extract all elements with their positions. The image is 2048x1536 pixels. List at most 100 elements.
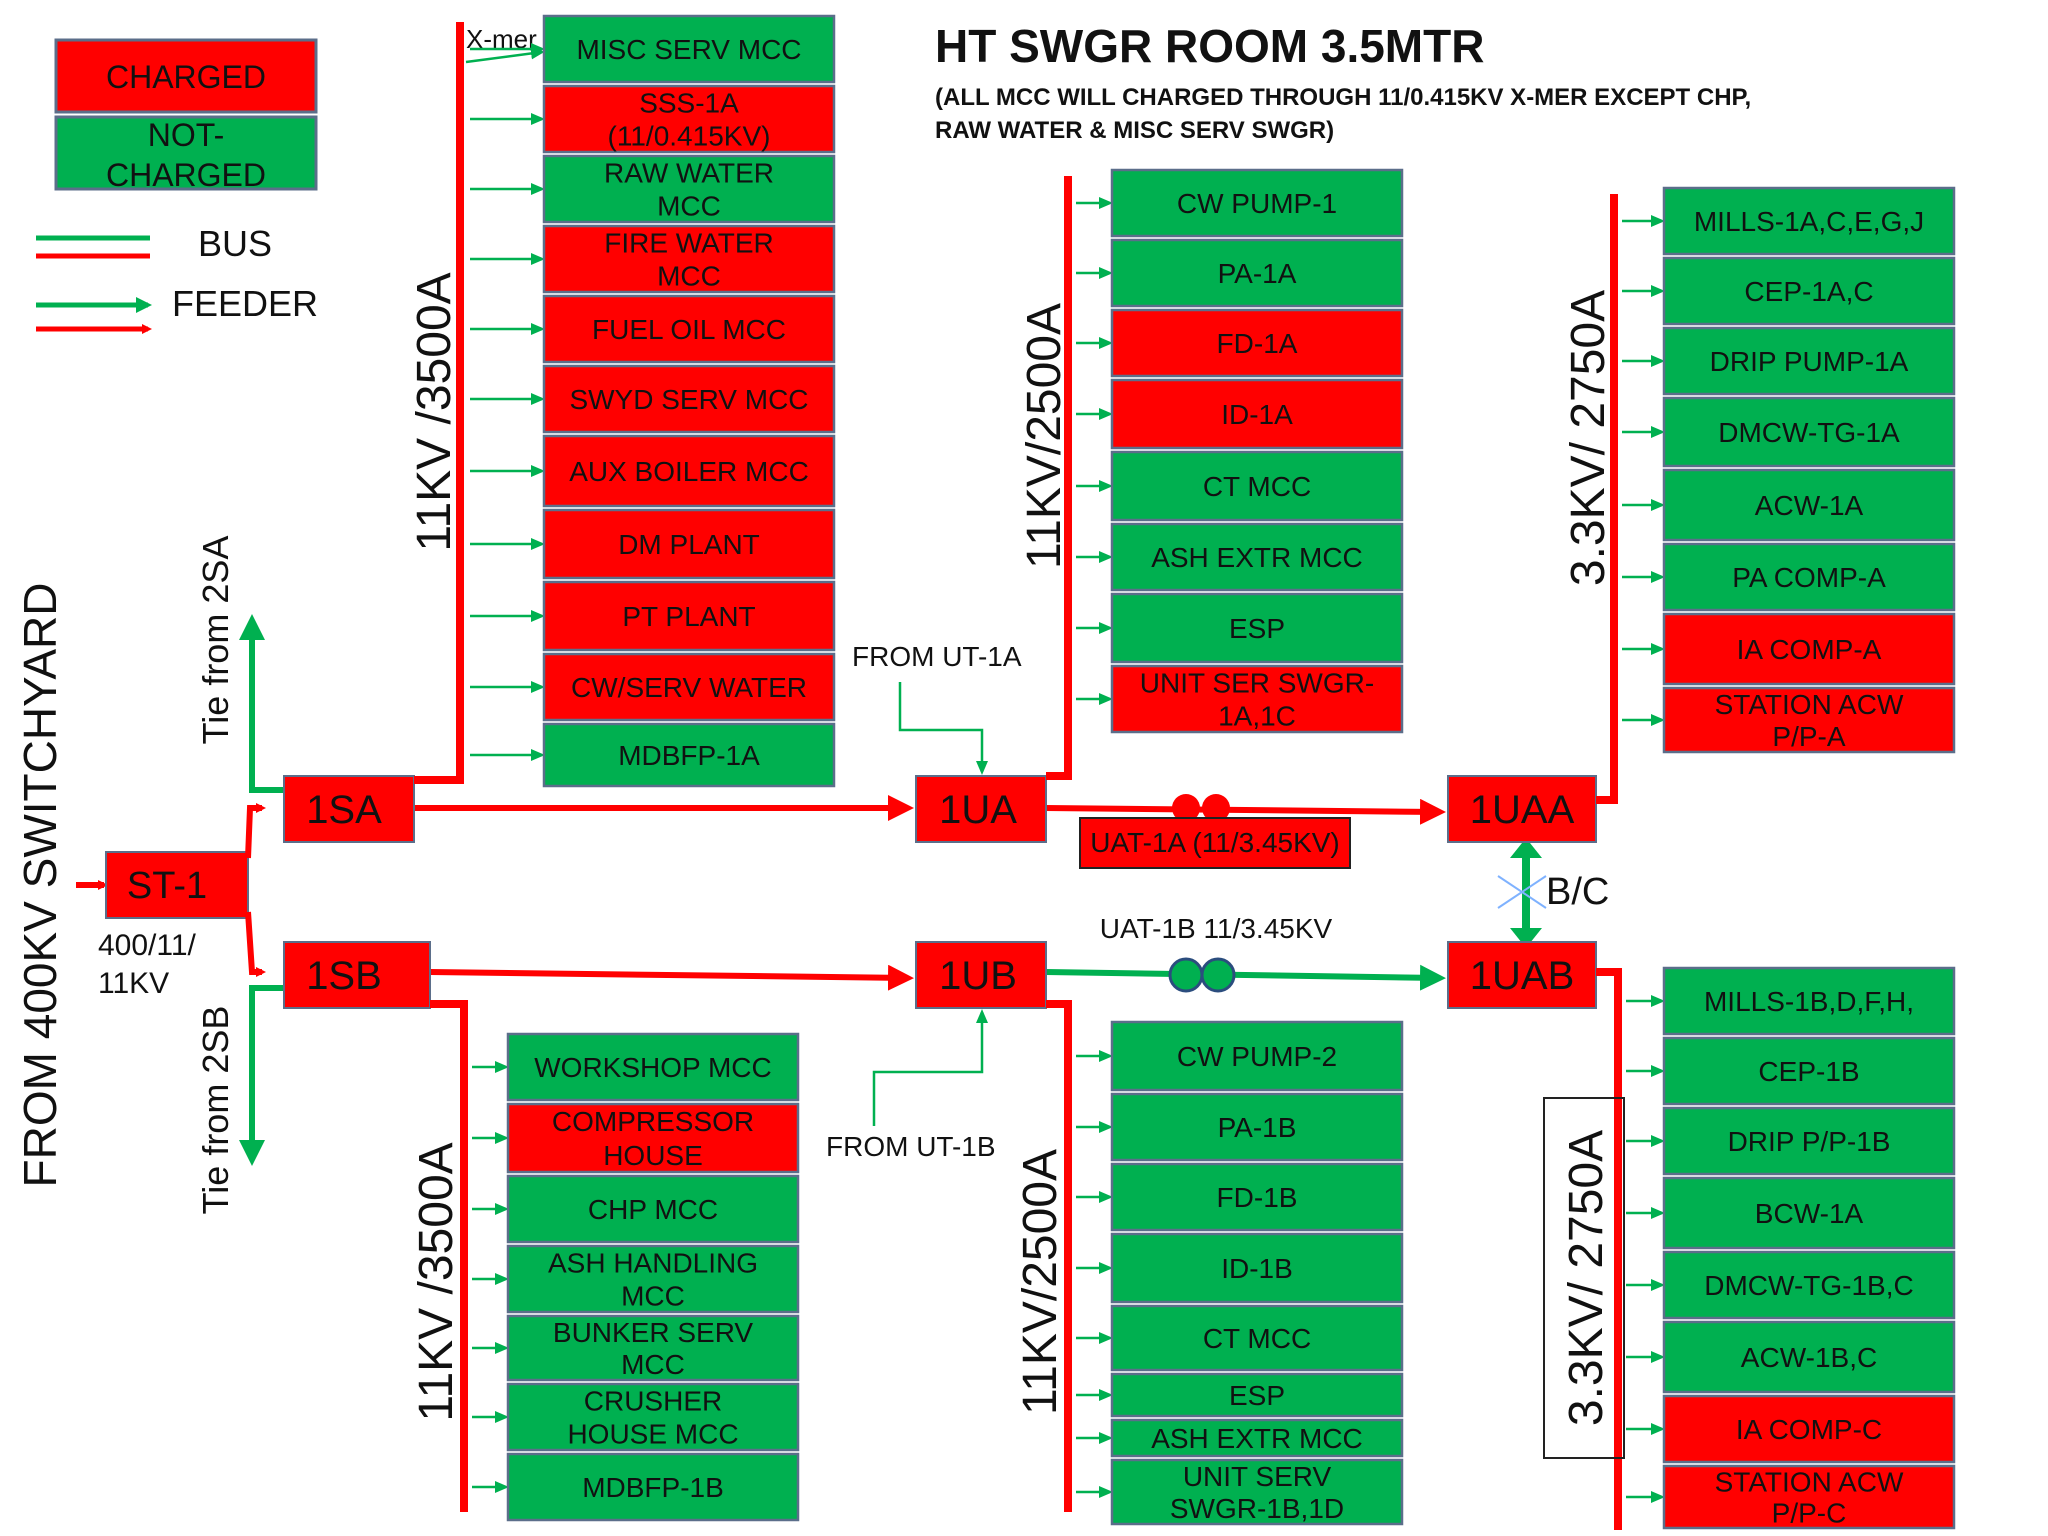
feeder-uaa-drip-pump-1a[interactable]: DRIP PUMP-1A — [1622, 326, 1956, 396]
feeder-ua-ash-extr-mcc[interactable]: ASH EXTR MCC — [1076, 522, 1404, 592]
feeder-sb-workshop-mcc[interactable]: WORKSHOP MCC — [472, 1032, 800, 1102]
feeder-sa-sss-1a-11-0-415kv[interactable]: SSS-1A(11/0.415KV) — [470, 84, 836, 154]
feeder-sb-chp-mcc[interactable]: CHP MCC — [472, 1174, 800, 1244]
1sb-to-1ub-cable — [429, 964, 914, 991]
node-1ub[interactable] — [915, 941, 1047, 1009]
feeder-ub-esp[interactable]: ESP — [1076, 1372, 1404, 1418]
feeder-ub-ash-extr-mcc[interactable]: ASH EXTR MCC — [1076, 1418, 1404, 1458]
feeder-ua-id-1a[interactable]: ID-1A — [1076, 378, 1404, 450]
feeder-ub-cw-pump-2[interactable]: CW PUMP-2 — [1076, 1020, 1404, 1092]
legend-not-charged-label-line-1: NOT- — [148, 117, 224, 153]
feeder-ub-ct-mcc[interactable]: CT MCC — [1076, 1304, 1404, 1372]
node-1ua[interactable] — [915, 775, 1047, 843]
feeder-sa-misc-serv-mcc[interactable]: MISC SERV MCC — [470, 14, 836, 84]
feeder-sa-mdbfp-1a-label: MDBFP-1A — [618, 740, 760, 771]
from-ut1b-label: FROM UT-1B — [826, 1131, 996, 1162]
node-1ub-label: 1UB — [939, 954, 1017, 998]
legend-charged-label: CHARGED — [106, 59, 266, 95]
feeder-sa-mdbfp-1a[interactable]: MDBFP-1A — [470, 722, 836, 788]
feeder-group-1uab: MILLS-1B,D,F,H, CEP-1B DRIP P/P-1B BCW-1A DM… — [1626, 966, 1956, 1530]
feeder-ua-esp-label: ESP — [1229, 613, 1285, 644]
feeder-ua-fd-1a[interactable]: FD-1A — [1076, 308, 1404, 378]
feeder-group-1ub: CW PUMP-2 PA-1B FD-1B ID-1B CT MCC ESP ASH EXT… — [1076, 1020, 1404, 1526]
feeder-uab-dmcw-tg-1b-c[interactable]: DMCW-TG-1B,C — [1626, 1250, 1956, 1320]
bus-1ua-riser — [1046, 176, 1072, 780]
feeder-sa-raw-water-mcc-label-line-2: MCC — [657, 190, 721, 221]
node-1sa[interactable] — [283, 775, 415, 843]
feeder-sa-fuel-oil-mcc-box — [542, 294, 836, 364]
feeder-sa-dm-plant-box — [542, 508, 836, 580]
feeder-ub-unit-serv-swgr-1b-1d-label-line-1: UNIT SERV — [1183, 1461, 1332, 1492]
feeder-uab-drip-p-p-1b[interactable]: DRIP P/P-1B — [1626, 1106, 1956, 1176]
feeder-uab-cep-1b[interactable]: CEP-1B — [1626, 1036, 1956, 1106]
feeder-sa-raw-water-mcc-box — [542, 154, 836, 224]
feeder-uaa-pa-comp-a[interactable]: PA COMP-A — [1622, 542, 1956, 612]
feeder-uab-acw-1b-c[interactable]: ACW-1B,C — [1626, 1320, 1956, 1394]
node-1sb[interactable] — [283, 941, 431, 1009]
feeder-uaa-cep-1a-c-box — [1662, 256, 1956, 326]
diagram-subtitle-line-1: (ALL MCC WILL CHARGED THROUGH 11/0.415KV… — [935, 84, 1751, 111]
node-st1-label: ST-1 — [127, 865, 207, 907]
uat1b-label: UAT-1B 11/3.45KV — [1100, 913, 1333, 944]
feeder-uab-drip-p-p-1b-box — [1662, 1106, 1956, 1176]
feeder-ua-ash-extr-mcc-label: ASH EXTR MCC — [1151, 542, 1363, 573]
feeder-group-1uaa: MILLS-1A,C,E,G,J CEP-1A,C DRIP PUMP-1A DMCW… — [1622, 186, 1956, 754]
bus-coupler-arrow-up — [1510, 838, 1542, 858]
feeder-sa-fuel-oil-mcc[interactable]: FUEL OIL MCC — [470, 294, 836, 364]
node-1uab[interactable] — [1447, 941, 1597, 1009]
feeder-uaa-dmcw-tg-1a-box — [1662, 396, 1956, 468]
feeder-ua-ct-mcc[interactable]: CT MCC — [1076, 450, 1404, 522]
feeder-ua-cw-pump-1[interactable]: CW PUMP-1 — [1076, 168, 1404, 238]
feeder-sa-swyd-serv-mcc[interactable]: SWYD SERV MCC — [470, 364, 836, 434]
feeder-sb-workshop-mcc-box — [506, 1032, 800, 1102]
feeder-sb-mdbfp-1b[interactable]: MDBFP-1B — [472, 1452, 800, 1522]
feeder-uaa-pa-comp-a-label: PA COMP-A — [1732, 562, 1886, 593]
bus-1ub-rating: 11KV/2500A — [1014, 1149, 1067, 1415]
bus-1uaa-riser — [1596, 194, 1618, 804]
feeder-ua-fd-1a-box — [1110, 308, 1404, 378]
feeder-ub-fd-1b[interactable]: FD-1B — [1076, 1162, 1404, 1232]
legend-bus-label: BUS — [198, 223, 272, 264]
feeder-uab-dmcw-tg-1b-c-label: DMCW-TG-1B,C — [1704, 1270, 1913, 1301]
node-1ua-label: 1UA — [939, 788, 1017, 832]
diagram-subtitle-line-2: RAW WATER & MISC SERV SWGR) — [935, 117, 1334, 144]
feeder-ub-pa-1b[interactable]: PA-1B — [1076, 1092, 1404, 1162]
feeder-ua-unit-ser-swgr-1a-1c[interactable]: UNIT SER SWGR-1A,1C — [1076, 664, 1404, 734]
feeder-uab-ia-comp-c[interactable]: IA COMP-C — [1626, 1394, 1956, 1464]
feeder-uab-bcw-1a[interactable]: BCW-1A — [1626, 1176, 1956, 1250]
feeder-ua-cw-pump-1-box — [1110, 168, 1404, 238]
feeder-sa-aux-boiler-mcc[interactable]: AUX BOILER MCC — [470, 434, 836, 508]
feeder-ua-esp[interactable]: ESP — [1076, 592, 1404, 664]
feeder-sa-pt-plant[interactable]: PT PLANT — [470, 580, 836, 652]
bus-1uab-riser — [1596, 968, 1622, 1530]
feeder-sb-crusher-house-mcc-label-line-1: CRUSHER — [584, 1385, 722, 1416]
feeder-uaa-dmcw-tg-1a[interactable]: DMCW-TG-1A — [1622, 396, 1956, 468]
feeder-sa-cw-serv-water[interactable]: CW/SERV WATER — [470, 652, 836, 722]
feeder-uaa-cep-1a-c[interactable]: CEP-1A,C — [1622, 256, 1956, 326]
feeder-sa-aux-boiler-mcc-label: AUX BOILER MCC — [569, 456, 809, 487]
feeder-sb-compressor-house-box — [506, 1102, 800, 1174]
bus-1uab-rating: 3.3KV/ 2750A — [1560, 1130, 1613, 1426]
node-1uaa[interactable] — [1447, 775, 1597, 843]
node-1sa-label: 1SA — [306, 788, 382, 832]
feeder-sa-dm-plant[interactable]: DM PLANT — [470, 508, 836, 580]
feeder-ub-id-1b[interactable]: ID-1B — [1076, 1232, 1404, 1304]
feeder-uaa-acw-1a[interactable]: ACW-1A — [1622, 468, 1956, 542]
bus-1uaa-rating: 3.3KV/ 2750A — [1562, 290, 1615, 586]
feeder-uaa-mills-1a-c-e-g-j[interactable]: MILLS-1A,C,E,G,J — [1622, 186, 1956, 256]
feeder-sa-fuel-oil-mcc-label: FUEL OIL MCC — [592, 314, 786, 345]
node-st1[interactable] — [105, 851, 249, 919]
feeder-sb-bunker-serv-mcc-label-line-2: MCC — [621, 1349, 685, 1380]
feeder-uaa-ia-comp-a[interactable]: IA COMP-A — [1622, 612, 1956, 686]
feeder-ua-pa-1a[interactable]: PA-1A — [1076, 238, 1404, 308]
feeder-uab-mills-1b-d-f-h[interactable]: MILLS-1B,D,F,H, — [1626, 966, 1956, 1036]
